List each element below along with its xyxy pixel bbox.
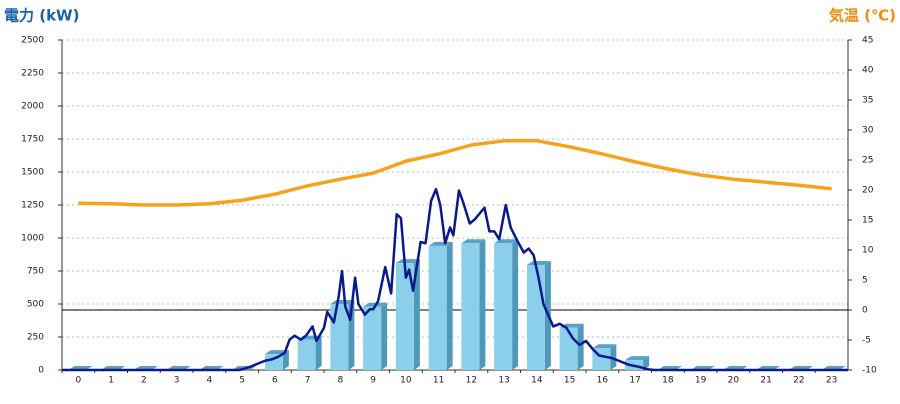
x-tick-label: 5 xyxy=(239,376,245,386)
x-tick-label: 9 xyxy=(370,376,376,386)
bar xyxy=(297,339,316,370)
x-tick-label: 11 xyxy=(433,376,444,386)
y-tick-label: 750 xyxy=(27,267,44,277)
y2-tick-label: 30 xyxy=(862,126,874,136)
bar xyxy=(461,243,480,370)
y-tick-label: 2250 xyxy=(21,69,44,79)
y2-tick-label: 35 xyxy=(862,96,873,106)
y2-axis-title: 気温 (℃) xyxy=(829,7,896,25)
bar xyxy=(264,354,283,370)
y-tick-label: 1000 xyxy=(21,234,44,244)
bar-side xyxy=(479,239,486,370)
y-tick-label: 0 xyxy=(38,366,44,376)
x-tick-label: 3 xyxy=(174,376,180,386)
bar-side xyxy=(413,259,420,370)
y2-tick-label: 25 xyxy=(862,156,873,166)
x-tick-label: 0 xyxy=(76,376,82,386)
temperature-line xyxy=(78,139,832,207)
x-tick-label: 1 xyxy=(108,376,114,386)
x-tick-label: 2 xyxy=(141,376,147,386)
bar-top xyxy=(625,356,650,361)
bar-top xyxy=(395,259,420,264)
y2-tick-label: -5 xyxy=(862,336,871,346)
bar-side xyxy=(512,239,519,370)
bar-side xyxy=(643,356,650,370)
x-tick-label: 20 xyxy=(728,376,740,386)
y2-tick-label: 40 xyxy=(862,66,874,76)
bar-side xyxy=(381,302,388,370)
bar xyxy=(526,265,545,370)
x-tick-label: 23 xyxy=(826,376,837,386)
bar-top xyxy=(592,344,617,349)
bar xyxy=(559,327,578,370)
x-tick-label: 12 xyxy=(466,376,477,386)
x-tick-label: 14 xyxy=(531,376,543,386)
y2-tick-label: 15 xyxy=(862,216,873,226)
y-tick-label: 1500 xyxy=(21,168,44,178)
x-tick-label: 10 xyxy=(400,376,412,386)
bar xyxy=(395,263,414,370)
x-tick-label: 13 xyxy=(498,376,509,386)
bar xyxy=(494,243,513,370)
power-line xyxy=(62,187,848,372)
y2-tick-label: 5 xyxy=(862,276,868,286)
bar xyxy=(428,245,447,370)
bar-side xyxy=(446,241,453,370)
x-tick-label: 18 xyxy=(662,376,674,386)
bar-side xyxy=(577,323,584,370)
bar-side xyxy=(315,335,322,370)
bar-side xyxy=(610,344,617,370)
y-tick-label: 250 xyxy=(27,333,44,343)
x-tick-label: 17 xyxy=(629,376,640,386)
y-tick-label: 500 xyxy=(27,300,44,310)
y2-tick-label: 45 xyxy=(862,36,873,46)
bar-top xyxy=(526,261,551,266)
bar xyxy=(363,306,382,370)
x-tick-label: 21 xyxy=(760,376,771,386)
x-tick-label: 19 xyxy=(695,376,707,386)
y2-tick-label: 10 xyxy=(862,246,874,256)
y-axis-title: 電力 (kW) xyxy=(4,7,79,25)
bar-side xyxy=(282,350,289,370)
x-tick-label: 15 xyxy=(564,376,575,386)
x-tick-label: 4 xyxy=(207,376,213,386)
y2-tick-label: 0 xyxy=(862,306,868,316)
x-tick-label: 7 xyxy=(305,376,311,386)
y-tick-label: 2000 xyxy=(21,102,44,112)
y-tick-label: 1250 xyxy=(21,201,44,211)
x-tick-label: 16 xyxy=(597,376,609,386)
bar-top xyxy=(461,239,486,244)
y2-tick-label: 20 xyxy=(862,186,874,196)
y2-tick-label: -10 xyxy=(862,366,877,376)
x-tick-label: 22 xyxy=(793,376,804,386)
bar xyxy=(330,304,349,370)
x-tick-label: 8 xyxy=(338,376,344,386)
y-tick-label: 2500 xyxy=(21,36,44,46)
x-tick-label: 6 xyxy=(272,376,278,386)
bar-top xyxy=(428,241,453,246)
bar-top xyxy=(494,239,519,244)
y-tick-label: 1750 xyxy=(21,135,44,145)
